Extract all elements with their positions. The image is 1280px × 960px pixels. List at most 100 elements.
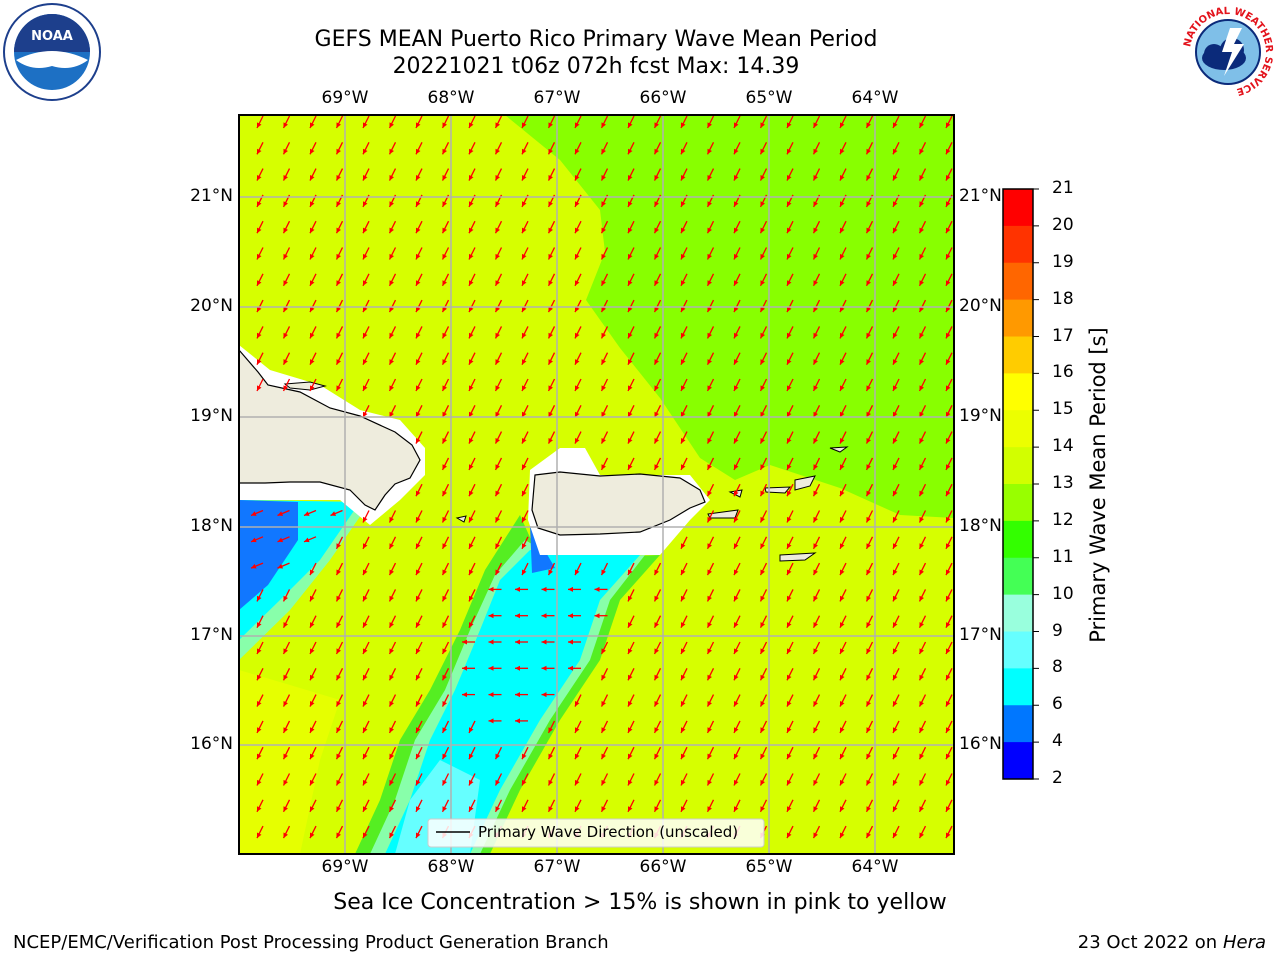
wave-arrow: [521, 536, 529, 550]
wave-arrow: [759, 589, 768, 602]
wave-arrow: [706, 247, 715, 260]
wave-arrow: [786, 299, 794, 313]
wave-arrow: [627, 457, 635, 471]
wave-arrow: [945, 326, 953, 339]
wave-arrow: [600, 220, 609, 234]
wave-arrow: [759, 483, 768, 497]
wave-arrow: [945, 720, 953, 734]
wave-arrow: [256, 694, 264, 707]
wave-arrow: [494, 773, 503, 786]
wave-arrow: [309, 247, 317, 260]
wave-arrow: [892, 746, 900, 760]
colorbar-tick-label: 18: [1052, 288, 1074, 309]
wave-arrow: [521, 799, 529, 813]
wave-arrow: [462, 692, 475, 698]
wave-arrow: [468, 773, 476, 786]
wave-arrow: [494, 799, 503, 813]
wave-arrow: [812, 799, 821, 813]
wave-arrow: [759, 220, 768, 234]
wave-arrow: [918, 615, 927, 628]
wave-arrow: [441, 326, 450, 339]
wave-arrow: [786, 746, 794, 760]
wave-arrow: [309, 641, 317, 655]
wave-arrow: [759, 773, 768, 786]
wave-arrow: [309, 168, 317, 181]
wave-arrow: [441, 142, 450, 155]
wave-arrow: [282, 746, 291, 760]
wave-arrow: [362, 773, 370, 786]
wave-arrow: [415, 273, 423, 287]
wave-arrow: [335, 825, 344, 839]
wave-arrow: [441, 720, 450, 734]
land-virgin-islands: [764, 486, 792, 494]
wave-arrow: [865, 168, 874, 181]
wave-arrow: [653, 746, 662, 760]
wave-arrow: [653, 115, 662, 129]
wave-arrow: [282, 299, 291, 313]
wave-arrow: [362, 668, 370, 681]
wave-arrow: [462, 665, 475, 671]
colorbar-tick-label: 10: [1052, 583, 1074, 604]
wave-arrow: [653, 378, 662, 392]
wave-arrow: [362, 299, 370, 313]
wave-arrow: [786, 510, 794, 523]
wave-arrow: [759, 641, 768, 655]
wave-arrow: [277, 536, 290, 543]
wave-arrow: [680, 220, 688, 234]
wave-arrow: [892, 825, 900, 839]
wave-arrow: [812, 668, 821, 681]
wave-arrow: [945, 457, 953, 471]
wave-arrow: [918, 405, 927, 418]
wave-arrow: [282, 694, 291, 707]
wave-arrow: [786, 641, 794, 655]
wave-arrow: [812, 562, 821, 576]
wave-arrow: [892, 510, 900, 523]
wave-arrow: [362, 746, 370, 760]
wave-arrow: [706, 615, 715, 628]
wave-arrow: [515, 718, 528, 724]
wave-arrow: [706, 536, 715, 550]
wave-arrow: [892, 457, 900, 471]
wave-arrow: [388, 220, 397, 234]
wave-arrow: [945, 536, 953, 550]
lon-tick-bottom: 65°W: [745, 857, 793, 877]
wave-arrow: [415, 615, 423, 628]
wave-arrow: [706, 799, 715, 813]
wave-arrow: [335, 142, 344, 155]
wave-arrow: [839, 510, 847, 523]
wave-arrow: [362, 641, 370, 655]
wave-arrow: [892, 562, 900, 576]
wave-arrow: [309, 773, 317, 786]
wave-arrow: [627, 773, 635, 786]
wave-arrow: [547, 405, 556, 418]
wave-arrow: [812, 773, 821, 786]
colorbar-swatch: [1003, 742, 1033, 780]
wave-arrow: [759, 247, 768, 260]
wave-arrow: [282, 720, 291, 734]
wave-arrow: [839, 142, 847, 155]
wave-arrow: [335, 299, 344, 313]
wave-arrow: [918, 773, 927, 786]
colorbar-swatch: [1003, 225, 1033, 264]
wave-arrow: [733, 326, 741, 339]
colorbar-swatch: [1003, 557, 1033, 596]
wave-arrow: [680, 405, 688, 418]
colorbar: [1002, 188, 1039, 780]
wave-arrow: [865, 326, 874, 339]
wave-arrow: [680, 562, 688, 576]
wave-arrow: [918, 142, 927, 155]
wave-arrow: [812, 536, 821, 550]
colorbar-tick-label: 16: [1052, 362, 1074, 383]
wave-arrow: [388, 615, 397, 628]
wave-arrow: [733, 720, 741, 734]
colorbar-swatch: [1003, 520, 1033, 559]
wave-arrow: [521, 746, 529, 760]
wave-arrow: [441, 431, 450, 444]
wave-arrow: [865, 510, 874, 523]
wave-arrow: [892, 773, 900, 786]
lat-tick-right: 18°N: [959, 516, 1002, 536]
wave-arrow: [839, 457, 847, 471]
wave-arrow: [918, 247, 927, 260]
wave-arrow: [706, 220, 715, 234]
wave-arrow: [733, 510, 741, 523]
